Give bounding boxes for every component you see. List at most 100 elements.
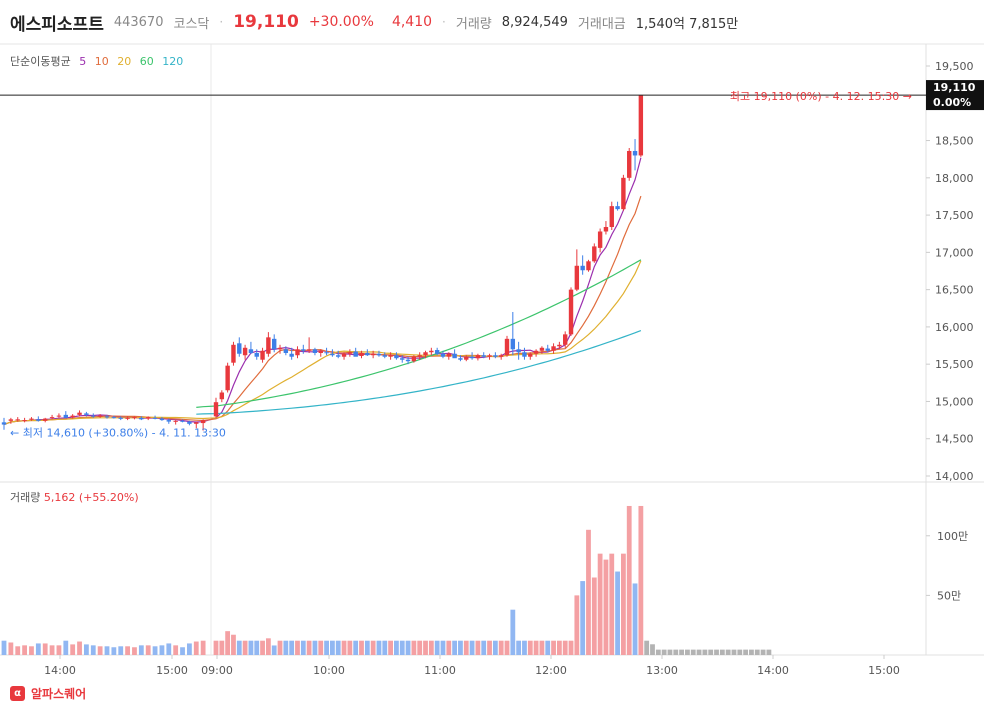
volume-bar [347, 640, 353, 655]
candle [289, 347, 294, 360]
volume-bar [42, 643, 48, 655]
candle [248, 341, 254, 354]
candle-body [481, 355, 486, 357]
candle-body [146, 417, 151, 419]
volume-bar [111, 647, 117, 655]
candle [603, 221, 609, 235]
volume-bar [568, 640, 574, 655]
candle [231, 341, 236, 366]
high-annotation: 최고 19,110 (0%) - 4. 12. 15:30 → [730, 90, 912, 103]
volume-bar [562, 640, 568, 655]
volume-bar-after-hours [725, 649, 731, 655]
candle-body [29, 418, 34, 420]
stock-chart[interactable]: 19,50019,00018,50018,00017,50017,00016,5… [0, 0, 984, 684]
candle-body [341, 353, 347, 357]
candle [580, 255, 585, 275]
volume-bar [533, 640, 539, 655]
candle [111, 415, 117, 419]
candle [568, 287, 574, 336]
price-tick-label: 19,500 [935, 60, 974, 73]
candle [152, 415, 158, 420]
candle-body [49, 417, 55, 419]
volume-bar-after-hours [661, 649, 667, 655]
volume-bar [382, 640, 388, 655]
candle-body [615, 206, 620, 210]
amount-label: 거래대금 [577, 16, 626, 32]
candle-body [301, 349, 306, 351]
volume-bar [411, 640, 417, 655]
legend-period-60: 60 [139, 55, 154, 68]
time-tick-label: 14:00 [757, 664, 789, 677]
price-tick-label: 18,500 [935, 135, 974, 148]
volume-bar [187, 643, 192, 655]
candle-body [510, 338, 516, 350]
moving-average-legend[interactable]: 단순이동평균 5 10 20 60 120 [10, 53, 188, 69]
candle [400, 355, 405, 363]
candle-body [194, 422, 199, 424]
volume-bar [626, 505, 632, 655]
candle-body [306, 349, 312, 351]
volume-bar-after-hours [673, 649, 679, 655]
candle [440, 350, 446, 359]
candle-body [405, 359, 411, 362]
separator-dot: · [219, 15, 224, 29]
candle-body [551, 346, 556, 351]
candle-body [434, 350, 440, 354]
candle-body [118, 417, 123, 419]
candle-body [533, 350, 539, 354]
volume-bar [173, 645, 179, 655]
chart-axes: 19,50019,00018,50018,00017,50017,00016,5… [0, 60, 984, 677]
volume-bar [97, 646, 103, 655]
candle [166, 418, 171, 424]
candle [336, 350, 341, 359]
candle-body [347, 352, 353, 354]
volume-bar [138, 645, 144, 655]
volume-bar-after-hours [754, 649, 760, 655]
volume-bar [417, 640, 423, 655]
volume-bar [364, 640, 370, 655]
candle-body [376, 353, 382, 356]
candle [411, 355, 417, 363]
legend-period-120: 120 [162, 55, 184, 68]
price-tick-label: 16,000 [935, 321, 974, 334]
candle [504, 335, 510, 357]
volume-bar [615, 571, 620, 655]
volume-bar [586, 529, 591, 655]
candle-body [365, 353, 370, 356]
candle [277, 344, 283, 354]
volume-legend: 거래량 5,162 (+55.20%) [10, 489, 139, 505]
volume-bar [551, 640, 556, 655]
candle [388, 352, 393, 360]
moving-average-lines [3, 157, 642, 426]
candle-body [429, 350, 434, 353]
volume-bar [132, 647, 137, 655]
candle [29, 417, 34, 421]
candle [464, 355, 469, 362]
candle-body [231, 344, 236, 363]
candle-body [528, 353, 533, 357]
stock-name[interactable]: 에스피소프트 [10, 14, 104, 35]
candle [173, 420, 178, 425]
volume-bar [242, 640, 248, 655]
volume-bar-after-hours [760, 649, 766, 655]
candle [49, 414, 55, 420]
footer-brand[interactable]: α 알파스퀘어 [10, 685, 86, 702]
candle [91, 413, 96, 418]
change-amount: 4,410 [391, 14, 433, 30]
volume-bar-after-hours [685, 649, 690, 655]
volume-bar [574, 595, 580, 655]
candle [77, 410, 82, 417]
candle-body [111, 417, 117, 419]
candle-body [522, 352, 527, 357]
candle-body [173, 420, 178, 422]
candle [225, 362, 230, 393]
candle [370, 350, 376, 359]
volume-bar [8, 642, 14, 655]
volume-bar [452, 640, 458, 655]
volume-bar [77, 641, 82, 655]
candle-body [166, 420, 171, 422]
candle [353, 347, 358, 357]
price-tick-label: 15,500 [935, 358, 974, 371]
quote-header: 에스피소프트 443670 코스닥 · 19,110 +30.00% 4,410… [0, 0, 984, 44]
candle-body [469, 356, 475, 359]
